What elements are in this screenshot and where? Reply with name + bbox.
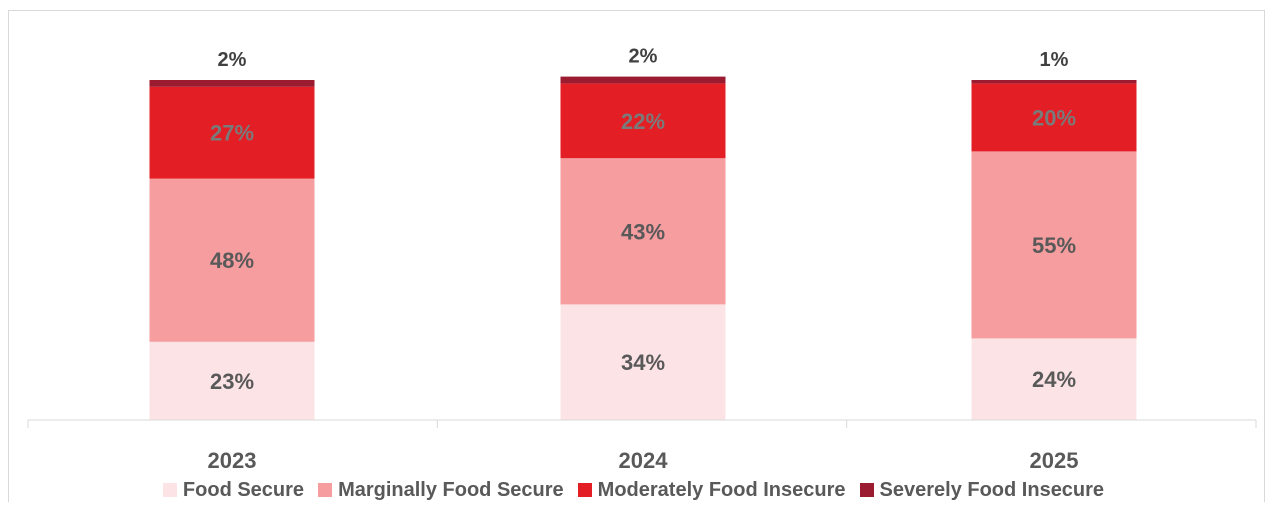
data-label-food-secure-2024: 34% xyxy=(621,350,665,375)
legend-item-moderately-food-insecure: Moderately Food Insecure xyxy=(577,478,846,502)
bar-segment-food-secure-2023 xyxy=(149,341,315,420)
bar-segment-severely-food-insecure-2023 xyxy=(149,80,315,87)
legend-swatch-moderately-food-insecure xyxy=(577,483,592,497)
data-label-marginally-food-secure-2023: 48% xyxy=(210,248,254,273)
legend: Food Secure Marginally Food Secure Moder… xyxy=(0,478,1267,502)
legend-swatch-severely-food-insecure xyxy=(859,483,874,497)
data-label-food-secure-2025: 24% xyxy=(1032,367,1076,392)
data-label-severely-food-insecure-2025: 1% xyxy=(1040,49,1069,71)
data-label-moderately-food-insecure-2025: 20% xyxy=(1032,105,1076,130)
bar-segment-moderately-food-insecure-2024 xyxy=(560,83,726,159)
legend-label-food-secure: Food Secure xyxy=(182,478,305,501)
x-tick-label-2024: 2024 xyxy=(619,448,669,473)
bar-segment-severely-food-insecure-2025 xyxy=(971,80,1137,84)
bar-segment-marginally-food-secure-2023 xyxy=(149,178,315,342)
legend-item-food-secure: Food Secure xyxy=(162,478,305,502)
data-label-moderately-food-insecure-2023: 27% xyxy=(210,121,254,146)
bar-segment-severely-food-insecure-2024 xyxy=(560,76,726,84)
data-label-severely-food-insecure-2023: 2% xyxy=(218,49,247,71)
legend-item-severely-food-insecure: Severely Food Insecure xyxy=(859,478,1105,502)
x-tick-label-2025: 2025 xyxy=(1030,448,1079,473)
data-label-food-secure-2023: 23% xyxy=(210,369,254,394)
data-label-marginally-food-secure-2024: 43% xyxy=(621,219,665,244)
bar-segment-moderately-food-insecure-2023 xyxy=(149,86,315,179)
legend-item-marginally-food-secure: Marginally Food Secure xyxy=(318,479,564,502)
legend-label-severely-food-insecure: Severely Food Insecure xyxy=(879,478,1105,501)
data-label-severely-food-insecure-2024: 2% xyxy=(629,46,658,68)
data-label-moderately-food-insecure-2024: 22% xyxy=(621,109,665,134)
legend-label-marginally-food-secure: Marginally Food Secure xyxy=(338,478,564,501)
bar-segment-marginally-food-secure-2024 xyxy=(560,158,726,305)
legend-label-moderately-food-insecure: Moderately Food Insecure xyxy=(597,478,846,501)
bar-segment-food-secure-2024 xyxy=(560,304,726,420)
x-tick-label-2023: 2023 xyxy=(208,448,257,473)
bar-segment-moderately-food-insecure-2025 xyxy=(971,83,1137,152)
bar-segment-marginally-food-secure-2025 xyxy=(971,151,1137,339)
legend-swatch-marginally-food-secure xyxy=(318,483,333,497)
chart-frame xyxy=(8,10,1265,502)
data-label-marginally-food-secure-2025: 55% xyxy=(1032,233,1076,258)
legend-swatch-food-secure xyxy=(162,483,177,497)
bar-segment-food-secure-2025 xyxy=(971,338,1137,420)
